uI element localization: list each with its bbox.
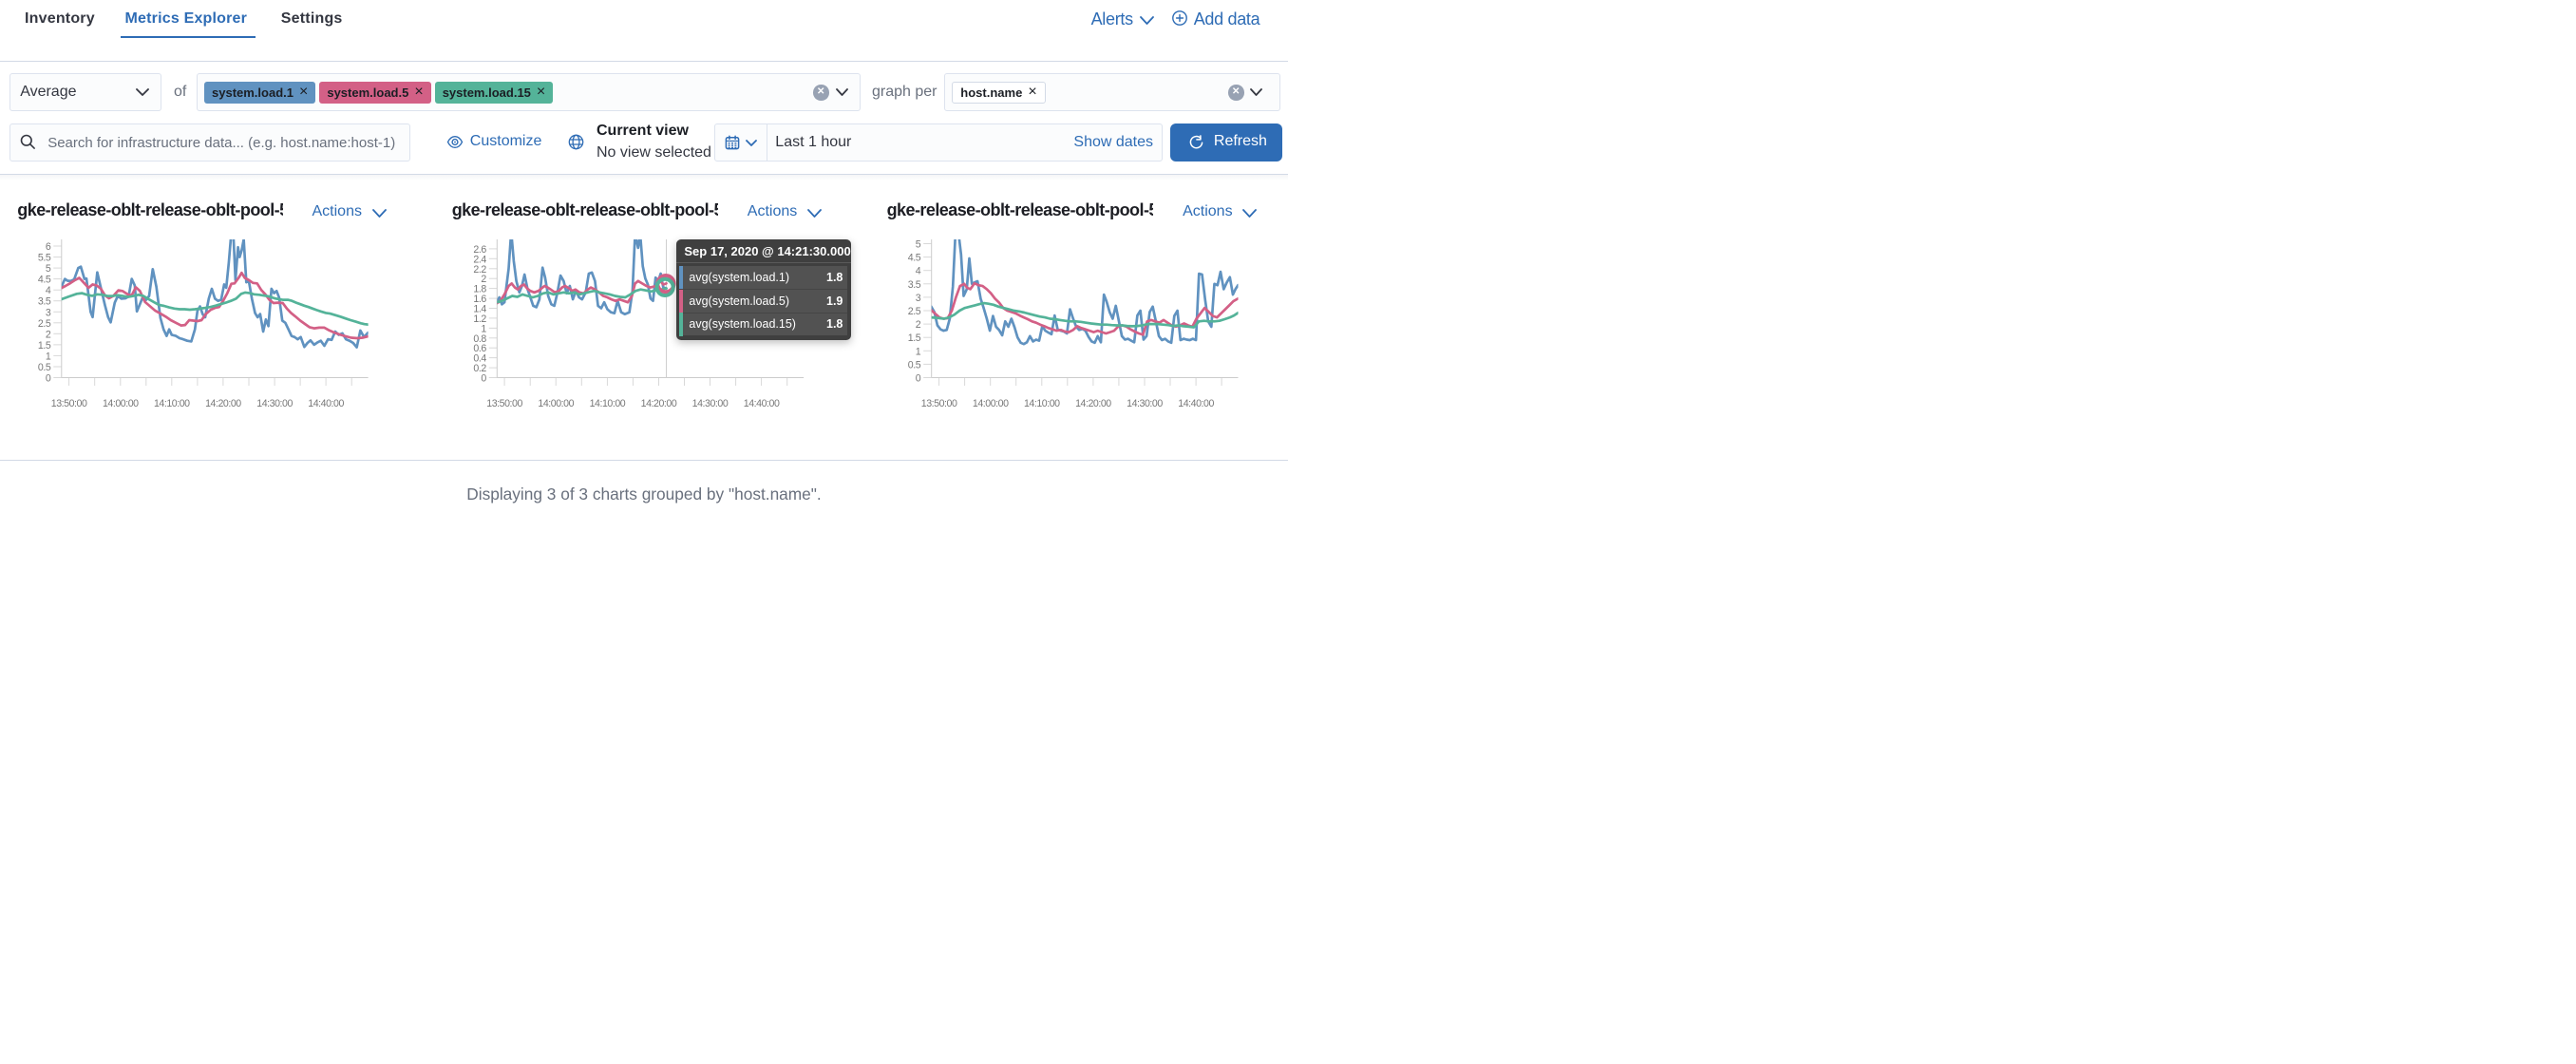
svg-text:3.5: 3.5 [908, 279, 921, 291]
svg-text:14:20:00: 14:20:00 [641, 398, 677, 409]
svg-text:4: 4 [916, 266, 921, 277]
svg-text:13:50:00: 13:50:00 [921, 398, 957, 409]
svg-text:2.2: 2.2 [473, 264, 486, 276]
svg-text:1.5: 1.5 [38, 340, 51, 352]
svg-text:13:50:00: 13:50:00 [51, 398, 87, 409]
svg-text:1: 1 [481, 323, 486, 334]
svg-text:14:40:00: 14:40:00 [308, 398, 344, 409]
svg-text:2.6: 2.6 [473, 244, 486, 256]
svg-text:1: 1 [916, 346, 921, 357]
svg-text:0.2: 0.2 [473, 363, 486, 374]
svg-text:14:00:00: 14:00:00 [973, 398, 1009, 409]
svg-text:0.5: 0.5 [38, 362, 51, 373]
svg-text:5: 5 [46, 263, 51, 275]
svg-text:14:30:00: 14:30:00 [692, 398, 729, 409]
svg-text:14:10:00: 14:10:00 [590, 398, 626, 409]
svg-text:1.2: 1.2 [473, 314, 486, 325]
svg-text:3: 3 [916, 293, 921, 304]
svg-text:14:30:00: 14:30:00 [256, 398, 293, 409]
svg-text:0: 0 [481, 373, 486, 385]
svg-text:5: 5 [916, 239, 921, 251]
svg-text:6: 6 [46, 241, 51, 253]
svg-text:13:50:00: 13:50:00 [486, 398, 522, 409]
svg-text:14:40:00: 14:40:00 [744, 398, 780, 409]
svg-text:2.5: 2.5 [908, 306, 921, 317]
svg-text:14:30:00: 14:30:00 [1127, 398, 1163, 409]
svg-text:4.5: 4.5 [908, 253, 921, 264]
svg-text:2: 2 [46, 329, 51, 340]
svg-text:4.5: 4.5 [38, 275, 51, 286]
svg-text:0: 0 [916, 373, 921, 385]
svg-text:2: 2 [481, 274, 486, 285]
svg-text:0.8: 0.8 [473, 333, 486, 345]
svg-text:1.8: 1.8 [473, 284, 486, 295]
svg-text:14:20:00: 14:20:00 [205, 398, 241, 409]
svg-text:2.4: 2.4 [473, 254, 486, 265]
svg-text:0: 0 [46, 373, 51, 385]
svg-text:3: 3 [46, 307, 51, 318]
svg-text:14:10:00: 14:10:00 [1024, 398, 1060, 409]
svg-text:5.5: 5.5 [38, 253, 51, 264]
svg-text:14:00:00: 14:00:00 [103, 398, 139, 409]
svg-text:4: 4 [46, 285, 51, 296]
svg-text:1.4: 1.4 [473, 304, 486, 315]
svg-text:14:00:00: 14:00:00 [538, 398, 574, 409]
svg-text:3.5: 3.5 [38, 296, 51, 308]
svg-text:0.6: 0.6 [473, 343, 486, 354]
svg-text:0.5: 0.5 [908, 359, 921, 370]
svg-text:14:10:00: 14:10:00 [154, 398, 190, 409]
svg-text:14:40:00: 14:40:00 [1178, 398, 1214, 409]
svg-text:2: 2 [916, 319, 921, 331]
svg-text:14:20:00: 14:20:00 [1075, 398, 1111, 409]
svg-text:0.4: 0.4 [473, 353, 486, 365]
svg-text:1.5: 1.5 [908, 332, 921, 344]
svg-text:1: 1 [46, 351, 51, 362]
svg-text:2.5: 2.5 [38, 318, 51, 330]
svg-text:1.6: 1.6 [473, 294, 486, 305]
